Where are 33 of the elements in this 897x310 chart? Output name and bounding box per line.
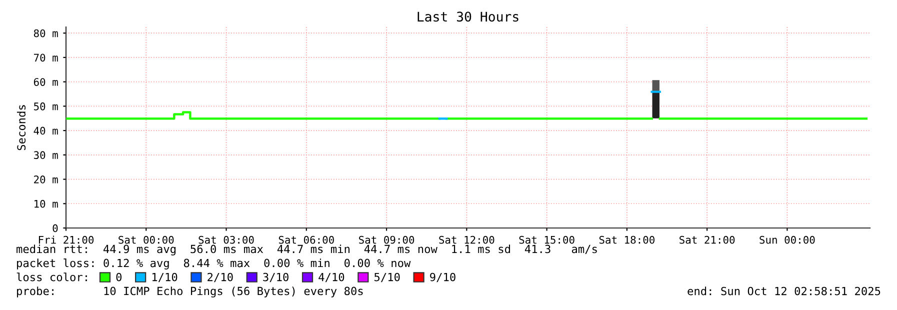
y-tick-label: 40 m [34,126,58,135]
text: end: Sun Oct 12 02:58:51 2025 [688,286,880,296]
y-axis-title: Seconds [16,105,26,150]
y-tick-label: 0 [52,224,58,232]
x-tick-label: Sat 00:00 [118,236,174,244]
y-tick-label: 10 m [34,200,58,208]
legend-label: 3/10 [263,272,288,282]
x-tick-label: Sat 06:00 [278,236,334,244]
legend-label: 5/10 [374,272,400,282]
x-tick-label: Sun 00:00 [760,236,815,244]
legend-label: 2/10 [208,272,233,282]
y-tick-label: 80 m [34,29,58,38]
legend-label: 0 [116,272,122,282]
x-tick-label: Sat 21:00 [680,236,735,244]
x-tick-label: Sat 15:00 [519,236,574,244]
x-tick-label: Sat 09:00 [359,236,414,244]
chart-title: Last 30 Hours [418,12,518,22]
y-tick-label: 60 m [34,78,58,86]
legend-title: loss color: [16,272,87,282]
x-tick-label: Sat 18:00 [599,236,654,244]
y-tick-label: 50 m [34,102,58,110]
y-tick-label: 30 m [34,151,58,160]
x-tick-label: Fri 21:00 [38,236,94,244]
text: median rtt: 44.9 ms avg 56.0 ms max 44.7 ms min 44.7 ms now 1.1 ms sd 41.3 am/s [16,244,597,256]
legend-label: 4/10 [318,272,344,282]
y-tick-label: 20 m [34,176,58,184]
text: probe: 10 ICMP Echo Pings (56 Bytes) every 80s [17,286,363,298]
legend-label: 9/10 [430,272,456,282]
y-tick-label: 70 m [34,54,58,62]
legend-label: 1/10 [152,272,178,282]
x-tick-label: Sat 12:00 [439,236,494,244]
text: packet loss: 0.12 % avg 8.44 % max 0.00 % min 0.00 % now [17,258,411,270]
x-tick-label: Sat 03:00 [198,236,254,244]
